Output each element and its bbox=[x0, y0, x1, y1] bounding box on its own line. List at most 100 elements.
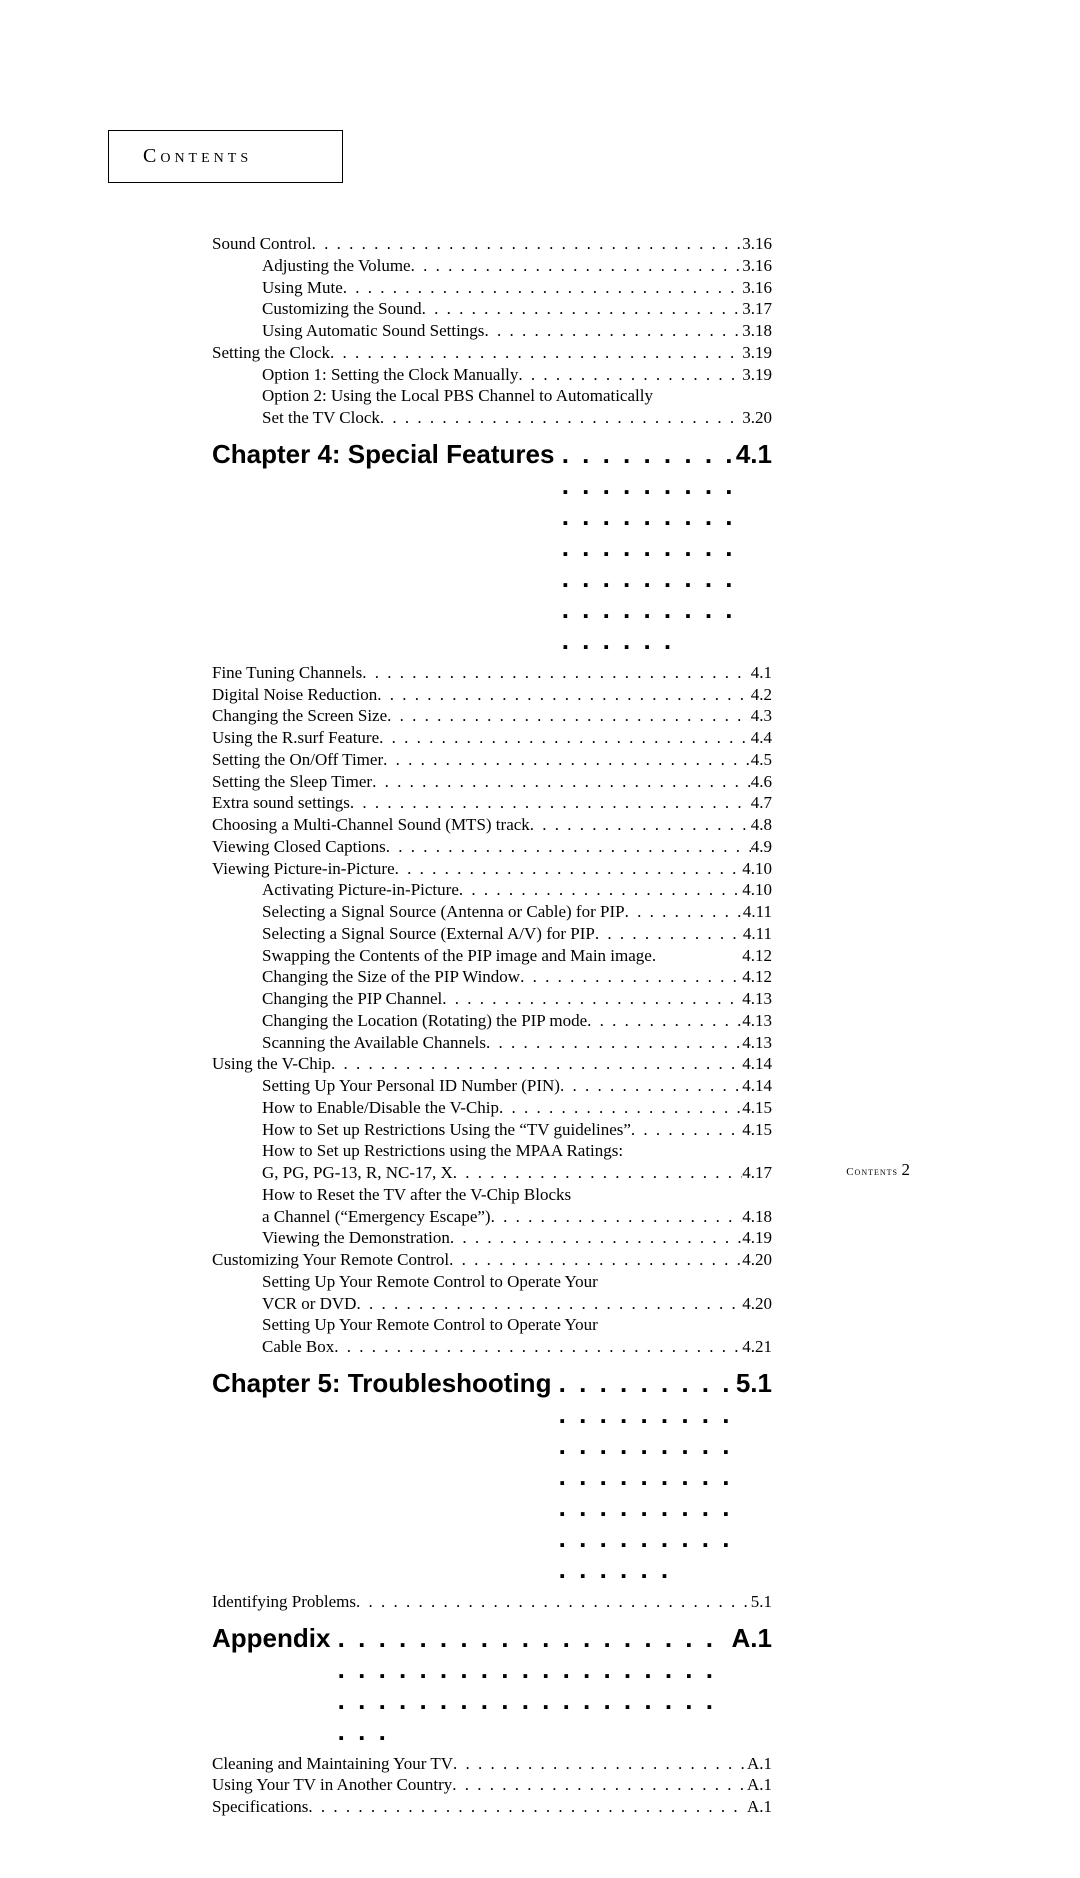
toc-entry: Setting the Sleep Timer . . . . . . . . … bbox=[212, 771, 772, 793]
chapter-page: A.1 bbox=[732, 1623, 772, 1654]
page-root: Contents Sound Control . . . . . . . . .… bbox=[0, 0, 1080, 1878]
toc-entry-label: Changing the Size of the PIP Window bbox=[262, 966, 520, 988]
toc-dot-leader: . . . . . . . . . . . . . . . . . . . . … bbox=[484, 320, 742, 342]
toc-dot-leader: . . . . . . . . . . . . . . . . . . . . … bbox=[587, 1010, 742, 1032]
toc-dot-leader: . . . . . . . . . . . . . . . . . . . . … bbox=[486, 1032, 742, 1054]
header-box: Contents bbox=[108, 130, 343, 183]
toc-entry-label: Viewing the Demonstration bbox=[262, 1227, 450, 1249]
toc-entry-page: 4.17 bbox=[742, 1162, 772, 1184]
toc-entry-label: Scanning the Available Channels bbox=[262, 1032, 486, 1054]
toc-entry-page: 3.16 bbox=[742, 277, 772, 299]
toc-entry-label: Changing the Location (Rotating) the PIP… bbox=[262, 1010, 587, 1032]
toc-dot-leader: . . . . . . . . . . . . . . . . . . . . … bbox=[331, 1053, 742, 1075]
toc-entry-page: 3.16 bbox=[742, 255, 772, 277]
toc-group: Fine Tuning Channels . . . . . . . . . .… bbox=[212, 662, 772, 1358]
toc-entry-page: 4.20 bbox=[742, 1249, 772, 1271]
chapter-label: Chapter 5: Troubleshooting bbox=[212, 1368, 559, 1399]
toc-entry-page: 4.1 bbox=[751, 662, 772, 684]
toc-dot-leader: . . . . . . . . . . . . . . . . . . . . … bbox=[518, 364, 742, 386]
toc-entry: Identifying Problems . . . . . . . . . .… bbox=[212, 1591, 772, 1613]
toc-entry-label: Using Automatic Sound Settings bbox=[262, 320, 484, 342]
toc-entry-page: 4.14 bbox=[742, 1075, 772, 1097]
toc-entry: Option 1: Setting the Clock Manually . .… bbox=[212, 364, 772, 386]
toc-entry: Extra sound settings . . . . . . . . . .… bbox=[212, 792, 772, 814]
chapter-heading: Appendix . . . . . . . . . . . . . . . .… bbox=[212, 1623, 772, 1747]
toc-dot-leader: . . . . . . . . . . . . . . . . . . . . … bbox=[372, 771, 751, 793]
toc-entry-label: Choosing a Multi-Channel Sound (MTS) tra… bbox=[212, 814, 530, 836]
toc-entry: VCR or DVD . . . . . . . . . . . . . . .… bbox=[212, 1293, 772, 1315]
toc-entry-label: Sound Control bbox=[212, 233, 312, 255]
toc-dot-leader: . . . . . . . . . . . . . . . . . . . . … bbox=[362, 662, 751, 684]
toc-dot-leader: . bbox=[652, 945, 742, 967]
toc-entry: Cleaning and Maintaining Your TV . . . .… bbox=[212, 1753, 772, 1775]
toc-dot-leader: . . . . . . . . . . . . . . . . . . . . … bbox=[377, 684, 750, 706]
toc-entry-page: 4.2 bbox=[751, 684, 772, 706]
toc-entry-label: Customizing the Sound bbox=[262, 298, 422, 320]
toc-entry-label: How to Reset the TV after the V-Chip Blo… bbox=[262, 1184, 571, 1206]
toc-entry-label: Setting the Sleep Timer bbox=[212, 771, 372, 793]
toc-entry: Option 2: Using the Local PBS Channel to… bbox=[212, 385, 772, 407]
toc-entry-label: G, PG, PG-13, R, NC-17, X bbox=[262, 1162, 453, 1184]
toc-entry-label: Digital Noise Reduction bbox=[212, 684, 377, 706]
toc-entry-page: 4.10 bbox=[742, 858, 772, 880]
toc-entry-label: Using the R.surf Feature bbox=[212, 727, 379, 749]
toc-dot-leader: . . . . . . . . . . . . . . . . . . . . … bbox=[312, 233, 743, 255]
chapter-dot-leader: . . . . . . . . . . . . . . . . . . . . … bbox=[562, 439, 736, 656]
toc-entry-page: 4.13 bbox=[742, 1032, 772, 1054]
toc-entry-label: Specifications bbox=[212, 1796, 308, 1818]
toc-entry: Using Automatic Sound Settings . . . . .… bbox=[212, 320, 772, 342]
toc-entry-page: 4.12 bbox=[742, 945, 772, 967]
chapter-page: 4.1 bbox=[736, 439, 772, 470]
toc-entry-page: 4.19 bbox=[742, 1227, 772, 1249]
toc-dot-leader: . . . . . . . . . . . . . . . . . . . . … bbox=[356, 1591, 751, 1613]
page-footer: Contents 2 bbox=[846, 1160, 910, 1180]
toc-entry: Choosing a Multi-Channel Sound (MTS) tra… bbox=[212, 814, 772, 836]
toc-entry: Setting the On/Off Timer . . . . . . . .… bbox=[212, 749, 772, 771]
toc-entry: Sound Control . . . . . . . . . . . . . … bbox=[212, 233, 772, 255]
toc-entry: Using Mute . . . . . . . . . . . . . . .… bbox=[212, 277, 772, 299]
toc-dot-leader: . . . . . . . . . . . . . . . . . . . . … bbox=[379, 727, 751, 749]
toc-entry: How to Enable/Disable the V-Chip . . . .… bbox=[212, 1097, 772, 1119]
toc-entry-page: 3.19 bbox=[742, 364, 772, 386]
toc-entry: Selecting a Signal Source (External A/V)… bbox=[212, 923, 772, 945]
toc-dot-leader: . . . . . . . . . . . . . . . . . . . . … bbox=[411, 255, 743, 277]
footer-page-number: 2 bbox=[902, 1160, 911, 1179]
toc-entry-label: Set the TV Clock bbox=[262, 407, 380, 429]
toc-group: Cleaning and Maintaining Your TV . . . .… bbox=[212, 1753, 772, 1818]
toc-dot-leader: . . . . . . . . . . . . . . . . . . . . … bbox=[442, 988, 742, 1010]
toc-entry: Changing the Size of the PIP Window . . … bbox=[212, 966, 772, 988]
toc-entry: G, PG, PG-13, R, NC-17, X . . . . . . . … bbox=[212, 1162, 772, 1184]
toc-group: Sound Control . . . . . . . . . . . . . … bbox=[212, 233, 772, 429]
toc-entry-label: Setting the Clock bbox=[212, 342, 330, 364]
toc-dot-leader: . . . . . . . . . . . . . . . . . . . . … bbox=[422, 298, 743, 320]
footer-label: Contents bbox=[846, 1166, 898, 1178]
toc-entry-page: 4.6 bbox=[751, 771, 772, 793]
toc-dot-leader: . . . . . . . . . . . . . . . . . . . . … bbox=[453, 1162, 742, 1184]
toc-entry-page: 4.18 bbox=[742, 1206, 772, 1228]
toc-dot-leader: . . . . . . . . . . . . . . . . . . . . … bbox=[452, 1774, 747, 1796]
toc-entry-page: 4.5 bbox=[751, 749, 772, 771]
toc-group: Identifying Problems . . . . . . . . . .… bbox=[212, 1591, 772, 1613]
toc-entry-page: 4.4 bbox=[751, 727, 772, 749]
toc-entry-label: Activating Picture-in-Picture bbox=[262, 879, 459, 901]
toc-entry: Changing the Location (Rotating) the PIP… bbox=[212, 1010, 772, 1032]
toc-entry: Digital Noise Reduction . . . . . . . . … bbox=[212, 684, 772, 706]
toc-entry-label: Using Mute bbox=[262, 277, 343, 299]
chapter-block: Chapter 5: Troubleshooting . . . . . . .… bbox=[212, 1368, 772, 1585]
toc-dot-leader: . . . . . . . . . . . . . . . . . . . . … bbox=[350, 792, 751, 814]
toc-dot-leader: . . . . . . . . . . . . . . . . . . . . … bbox=[308, 1796, 747, 1818]
toc-entry: Using the V-Chip . . . . . . . . . . . .… bbox=[212, 1053, 772, 1075]
toc-entry-label: Setting Up Your Remote Control to Operat… bbox=[262, 1314, 598, 1336]
toc-dot-leader: . . . . . . . . . . . . . . . . . . . . … bbox=[380, 407, 742, 429]
toc-entry: Swapping the Contents of the PIP image a… bbox=[212, 945, 772, 967]
toc-entry-label: Selecting a Signal Source (External A/V)… bbox=[262, 923, 595, 945]
toc-entry: Activating Picture-in-Picture . . . . . … bbox=[212, 879, 772, 901]
toc-entry: Setting Up Your Remote Control to Operat… bbox=[212, 1271, 772, 1293]
toc-entry: a Channel (“Emergency Escape”) . . . . .… bbox=[212, 1206, 772, 1228]
toc-entry-page: A.1 bbox=[747, 1774, 772, 1796]
toc-entry-label: Selecting a Signal Source (Antenna or Ca… bbox=[262, 901, 625, 923]
toc-dot-leader: . . . . . . . . . . . . . . . . . . . . … bbox=[595, 923, 743, 945]
toc-entry-label: Changing the PIP Channel bbox=[262, 988, 442, 1010]
toc-entry-label: Setting Up Your Remote Control to Operat… bbox=[262, 1271, 598, 1293]
toc-dot-leader: . . . . . . . . . . . . . . . . . . . . … bbox=[383, 749, 751, 771]
